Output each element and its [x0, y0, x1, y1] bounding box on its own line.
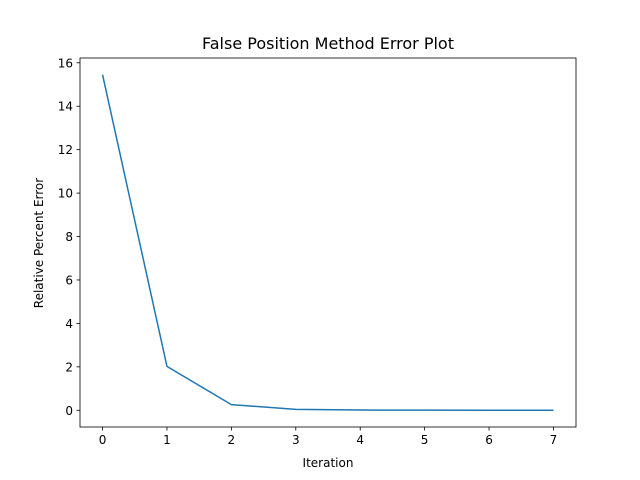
y-tick-label: 0	[65, 404, 73, 418]
x-tick-label: 1	[163, 433, 171, 447]
axes-frame	[79, 57, 577, 428]
x-tick-label: 7	[550, 433, 558, 447]
chart-title: False Position Method Error Plot	[202, 34, 454, 53]
y-tick-label: 12	[58, 143, 73, 157]
x-tick-label: 6	[485, 433, 493, 447]
x-tick-label: 3	[292, 433, 300, 447]
x-tick-label: 5	[421, 433, 429, 447]
x-tick-label: 0	[99, 433, 107, 447]
series-line-0	[101, 74, 554, 411]
y-tick-label: 8	[65, 230, 73, 244]
x-tick-label: 2	[228, 433, 236, 447]
y-tick-label: 6	[65, 273, 73, 287]
x-axis-label: Iteration	[303, 456, 354, 470]
x-tick-label: 4	[356, 433, 364, 447]
y-axis-label: Relative Percent Error	[32, 178, 46, 308]
y-tick-label: 14	[58, 100, 73, 114]
y-tick-label: 16	[58, 56, 73, 70]
y-tick-label: 4	[65, 317, 73, 331]
y-tick-label: 2	[65, 360, 73, 374]
y-tick-label: 10	[58, 187, 73, 201]
